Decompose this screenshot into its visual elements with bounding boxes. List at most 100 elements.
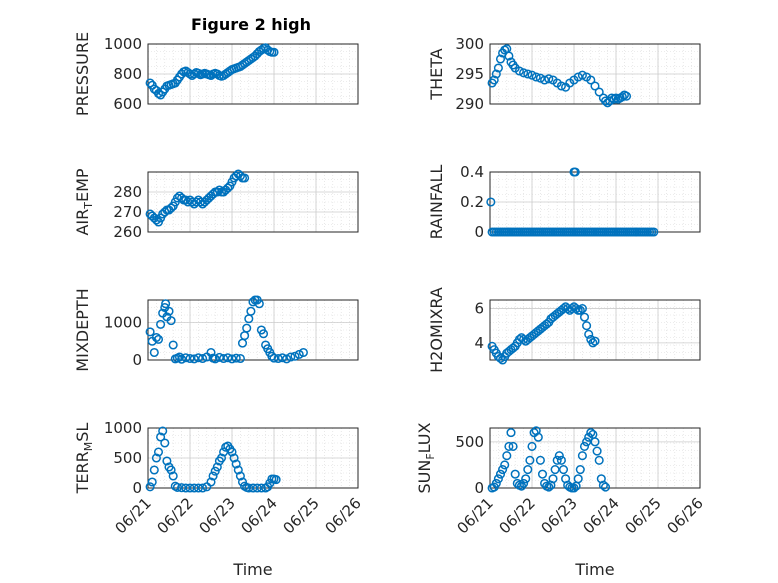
- data-point: [594, 87, 604, 97]
- data-point: [579, 441, 590, 452]
- data-point: [177, 193, 187, 203]
- data-point: [514, 66, 524, 76]
- data-point: [252, 483, 262, 493]
- data-point: [519, 478, 529, 488]
- data-point: [156, 432, 166, 442]
- data-point: [563, 304, 573, 314]
- data-point: [254, 299, 264, 309]
- data-point: [294, 349, 304, 359]
- data-point: [582, 321, 592, 331]
- y-tick-label: 800: [113, 65, 142, 83]
- data-point: [161, 299, 171, 309]
- y-tick-label: 290: [455, 95, 484, 113]
- data-point: [579, 312, 590, 322]
- x-tick-label: 06/26: [322, 494, 365, 537]
- data-point: [160, 438, 170, 448]
- data-point: [523, 464, 533, 475]
- data-point: [588, 338, 598, 348]
- y-tick-label: 500: [113, 449, 142, 467]
- data-point: [147, 477, 157, 487]
- data-point: [508, 441, 518, 452]
- data-point: [189, 483, 199, 493]
- data-point: [544, 482, 554, 492]
- data-point: [558, 464, 569, 475]
- x-tick-label: 06/26: [664, 494, 707, 537]
- data-point: [168, 340, 178, 350]
- x-tick-label: 06/24: [238, 494, 281, 537]
- data-point: [193, 68, 203, 78]
- y-tick-label: 600: [113, 95, 142, 113]
- data-point: [193, 353, 203, 363]
- x-tick-label: 06/22: [496, 494, 539, 537]
- data-point: [164, 306, 174, 316]
- y-tick-label: 0: [474, 223, 484, 241]
- data-point: [177, 354, 187, 364]
- axes-box: [489, 299, 701, 361]
- data-point: [544, 74, 554, 84]
- data-point: [573, 72, 583, 82]
- data-point: [519, 334, 529, 344]
- data-point: [510, 469, 520, 479]
- x-tick-label: 06/23: [196, 494, 239, 537]
- data-point: [582, 437, 592, 447]
- data-point: [151, 332, 161, 343]
- data-point: [586, 75, 596, 85]
- data-point: [248, 297, 258, 307]
- data-point: [617, 92, 627, 102]
- data-point: [145, 482, 155, 492]
- data-point: [269, 47, 279, 57]
- data-point: [277, 353, 287, 363]
- data-point: [153, 334, 164, 344]
- data-point: [493, 63, 503, 73]
- data-point: [298, 347, 308, 358]
- data-point: [153, 447, 164, 457]
- data-point: [168, 471, 178, 481]
- x-tick-label: 06/24: [580, 494, 623, 537]
- data-point: [223, 183, 233, 193]
- data-point: [206, 477, 216, 487]
- data-point: [227, 447, 237, 457]
- data-point: [208, 471, 218, 481]
- data-point: [575, 305, 585, 315]
- y-label-part: TERR: [73, 451, 92, 494]
- data-point: [548, 474, 558, 484]
- y-axis-label: THETA: [427, 48, 446, 100]
- data-point: [181, 483, 191, 493]
- data-point: [172, 193, 182, 203]
- data-point: [594, 455, 604, 465]
- data-point: [166, 203, 176, 213]
- y-tick-label: 0: [132, 351, 142, 369]
- data-point: [271, 475, 281, 485]
- y-tick-label: 4: [474, 334, 484, 352]
- data-point: [189, 69, 199, 79]
- data-point: [495, 469, 506, 479]
- data-point: [535, 73, 545, 83]
- subplot-4: 0 0.2 0.4 RAINFALL: [427, 163, 701, 241]
- x-tick-label: 06/22: [154, 494, 197, 537]
- y-tick-label: 1000: [104, 419, 142, 437]
- data-point: [195, 197, 206, 207]
- data-point: [185, 353, 195, 364]
- data-point: [290, 351, 300, 361]
- data-point: [235, 471, 245, 481]
- y-tick-label: 260: [113, 223, 142, 241]
- y-label-subscript: M: [82, 442, 95, 452]
- data-point: [210, 354, 220, 364]
- x-axis-label: Time: [232, 560, 272, 579]
- data-point: [550, 464, 560, 475]
- data-point: [166, 465, 176, 475]
- axes-box: [147, 171, 359, 233]
- data-point: [577, 70, 587, 80]
- y-label-subscript: F: [424, 453, 437, 459]
- data-point: [185, 69, 195, 79]
- subplot-3: 260 270 280 AIRTEMP: [73, 168, 359, 241]
- data-point: [181, 353, 191, 363]
- data-point: [246, 306, 256, 316]
- y-tick-label: 280: [113, 183, 142, 201]
- data-point: [198, 483, 208, 493]
- y-tick-label: 295: [455, 65, 484, 83]
- y-label-subscript: T: [82, 202, 95, 210]
- data-point: [240, 331, 250, 341]
- y-tick-label: 0.4: [460, 163, 484, 181]
- data-point: [214, 185, 224, 195]
